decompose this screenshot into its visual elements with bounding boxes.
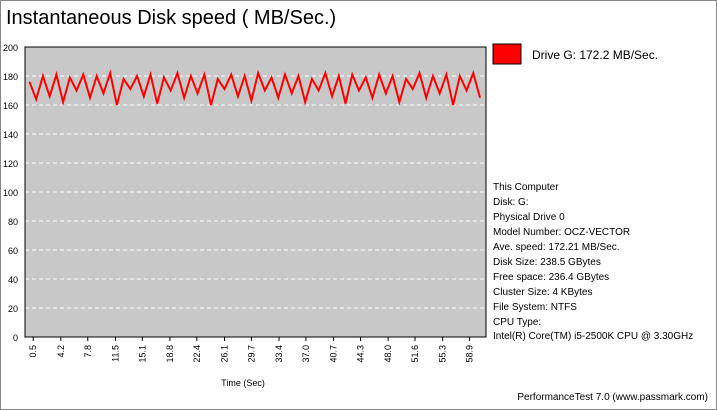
y-tick-label: 80 — [8, 217, 18, 227]
data-line — [28, 69, 481, 107]
x-tick-label: 48.0 — [383, 345, 393, 363]
y-tick-label: 40 — [8, 275, 18, 285]
x-tick-label: 29.7 — [246, 345, 256, 363]
x-tick-label: 37.0 — [301, 345, 311, 363]
info-line: Model Number: OCZ-VECTOR — [493, 227, 630, 238]
footer: PerformanceTest 7.0 (www.passmark.com) — [517, 392, 708, 403]
info-line: File System: NTFS — [493, 302, 577, 313]
x-tick-label: 40.7 — [329, 345, 339, 363]
plot-border — [24, 46, 487, 338]
info-line: Free space: 236.4 GBytes — [493, 272, 609, 283]
x-tick-label: 11.5 — [110, 345, 120, 362]
legend-label: Drive G: 172.2 MB/Sec. — [532, 48, 658, 62]
info-line: CPU Type: — [493, 317, 541, 328]
x-tick-label: 55.3 — [438, 345, 448, 363]
info-line: Cluster Size: 4 KBytes — [493, 287, 592, 298]
y-tick-label: 60 — [8, 246, 18, 256]
x-tick-label: 33.4 — [274, 345, 284, 363]
info-line: This Computer — [493, 182, 559, 193]
x-tick-label: 4.2 — [56, 345, 66, 358]
info-line: Disk Size: 238.5 GBytes — [493, 257, 601, 268]
x-axis-label: Time (Sec) — [221, 378, 265, 388]
x-tick-label: 18.8 — [165, 345, 175, 363]
x-tick-label: 0.5 — [28, 345, 38, 358]
y-tick-label: 100 — [3, 188, 18, 198]
x-tick-label: 44.3 — [355, 345, 365, 363]
info-line: Intel(R) Core(TM) i5-2500K CPU @ 3.30GHz — [493, 331, 693, 342]
x-tick-label: 15.1 — [137, 345, 147, 363]
y-tick-label: 120 — [3, 159, 18, 169]
y-tick-label: 140 — [3, 130, 18, 140]
info-line: Physical Drive 0 — [493, 212, 565, 223]
x-tick-label: 26.1 — [219, 345, 229, 363]
chart-title: Instantaneous Disk speed ( MB/Sec.) — [6, 7, 336, 29]
legend-swatch — [492, 43, 522, 65]
plot-area — [25, 47, 486, 337]
y-tick-label: 180 — [3, 72, 18, 82]
y-tick-label: 200 — [3, 43, 18, 53]
info-line: Ave. speed: 172.21 MB/Sec. — [493, 242, 620, 253]
y-tick-label: 160 — [3, 101, 18, 111]
x-tick-label: 51.6 — [410, 345, 420, 363]
x-tick-label: 58.9 — [465, 345, 475, 363]
x-tick-label: 22.4 — [192, 345, 202, 363]
y-tick-label: 20 — [8, 304, 18, 314]
info-line: Disk: G: — [493, 197, 529, 208]
x-tick-label: 7.8 — [83, 345, 93, 358]
y-tick-label: 0 — [13, 333, 18, 343]
